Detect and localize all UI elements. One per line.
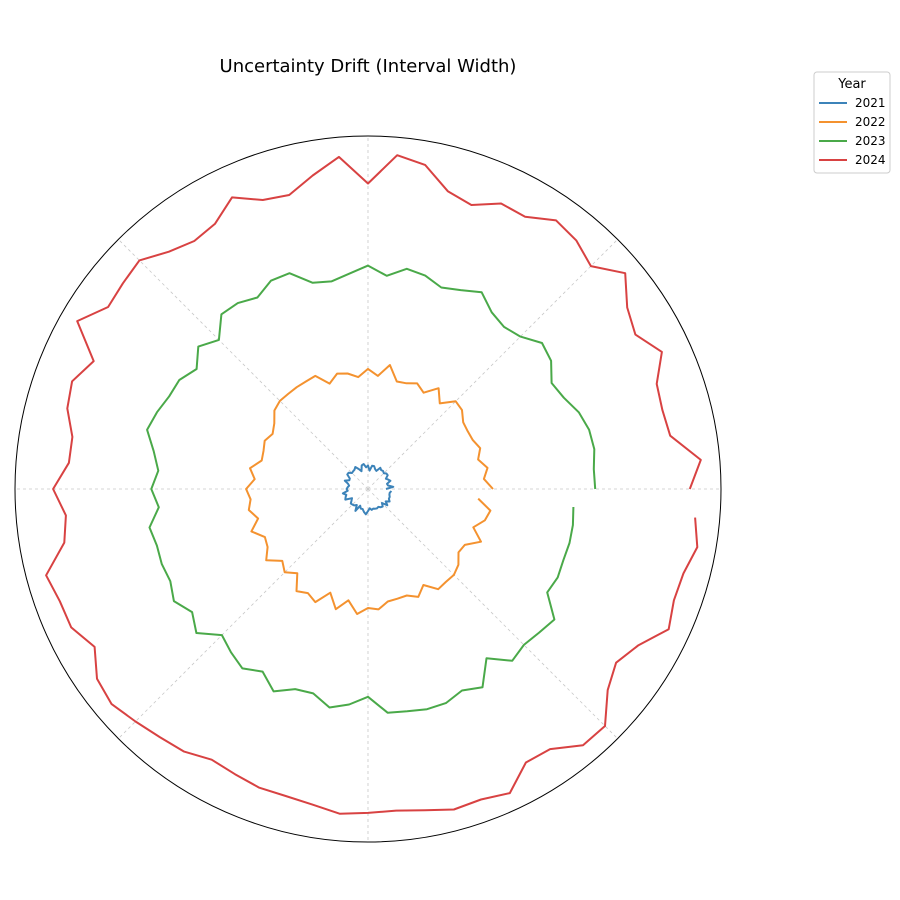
series-line-2024 bbox=[45, 154, 702, 815]
legend-item-2024: 2024 bbox=[819, 153, 886, 167]
legend-item-2023: 2023 bbox=[819, 134, 886, 148]
series-line-2021 bbox=[341, 463, 395, 516]
series-line-2023 bbox=[146, 264, 597, 714]
legend-label: 2021 bbox=[855, 96, 886, 110]
grid-spoke bbox=[367, 239, 618, 490]
legend-label: 2022 bbox=[855, 115, 886, 129]
legend-item-2022: 2022 bbox=[819, 115, 886, 129]
legend-label: 2023 bbox=[855, 134, 886, 148]
chart-title: Uncertainty Drift (Interval Width) bbox=[220, 56, 517, 77]
legend-items: 2021 2022 2023 2024 bbox=[819, 96, 886, 167]
grid-spoke bbox=[118, 239, 369, 490]
grid-spoke bbox=[118, 488, 369, 739]
legend-item-2021: 2021 bbox=[819, 96, 886, 110]
polar-grid bbox=[15, 136, 721, 842]
series-layer bbox=[45, 154, 702, 815]
legend-label: 2024 bbox=[855, 153, 886, 167]
grid-spoke bbox=[367, 488, 618, 739]
outer-circle bbox=[14, 135, 722, 843]
legend-title: Year bbox=[837, 77, 866, 92]
series-line-2022 bbox=[245, 364, 494, 615]
legend: Year 2021 2022 2023 2024 bbox=[813, 71, 891, 174]
legend-box bbox=[813, 71, 891, 174]
